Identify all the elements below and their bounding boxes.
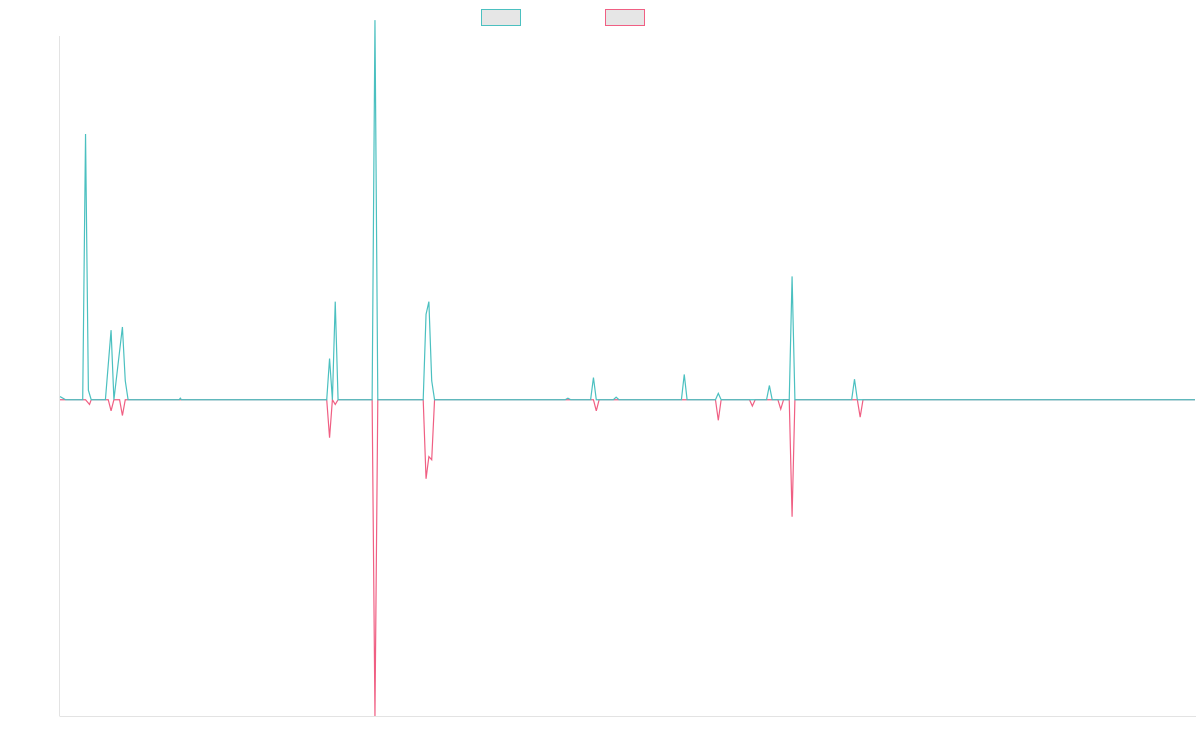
axes — [59, 36, 1196, 717]
series-layer — [59, 20, 1195, 717]
legend-swatch-2[interactable] — [605, 9, 645, 26]
legend — [481, 9, 645, 26]
series-line-2 — [60, 397, 1195, 717]
series-line-1 — [59, 20, 1195, 401]
legend-swatch-1[interactable] — [481, 9, 521, 26]
